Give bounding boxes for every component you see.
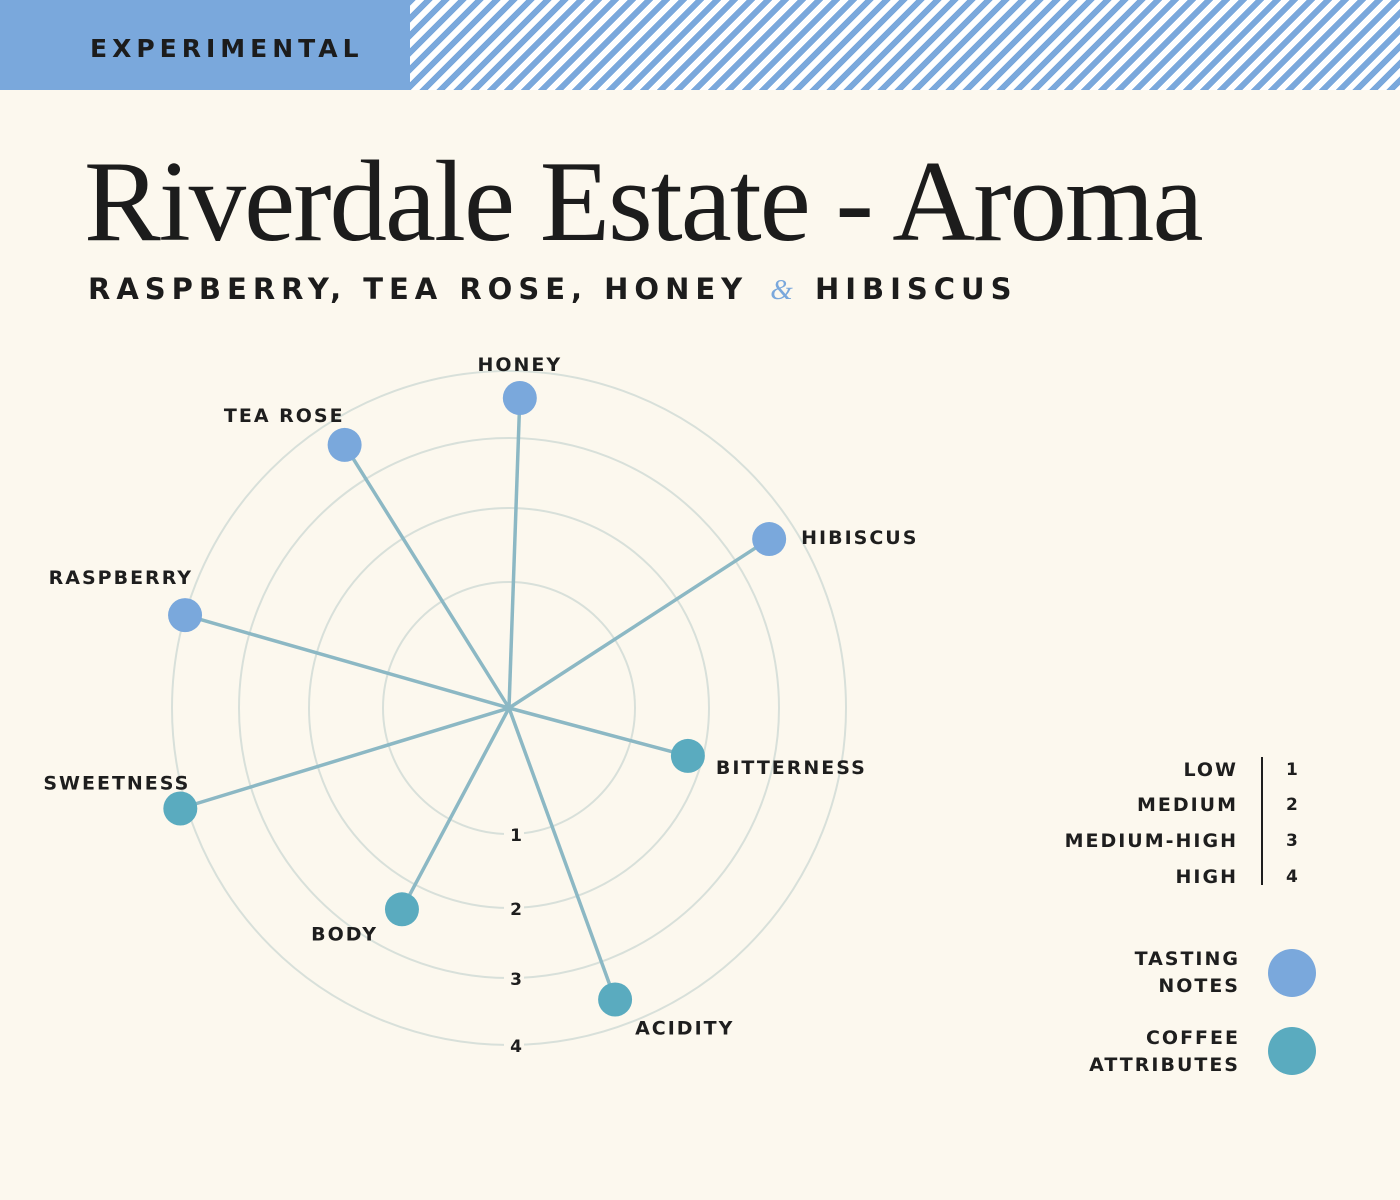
point-tea-rose (327, 427, 362, 462)
point-body (384, 892, 419, 927)
banner-label: EXPERIMENTAL (0, 0, 410, 90)
spoke-body (400, 707, 511, 911)
scale-label: MEDIUM-HIGH (1064, 830, 1238, 852)
scale-value: 3 (1286, 831, 1298, 851)
ring-label: 4 (510, 1037, 522, 1057)
axis-label-tea-rose: TEA ROSE (224, 405, 345, 427)
scale-label: HIGH (1175, 866, 1238, 888)
subtitle: RASPBERRY, TEA ROSE, HONEY & HIBISCUS (88, 272, 1018, 307)
point-bitterness (670, 738, 705, 773)
spoke-honey (507, 397, 522, 709)
ring-label-gap (504, 1037, 524, 1059)
subtitle-ampersand: & (770, 274, 793, 306)
legend-dot-icon (1268, 1027, 1316, 1075)
axis-label-body: BODY (311, 923, 378, 945)
legend-label: COFFEE ATTRIBUTES (1089, 1027, 1240, 1076)
point-honey (502, 380, 537, 415)
scale-value: 2 (1286, 795, 1298, 815)
ring-label: 3 (510, 970, 522, 990)
ring-label-gap (504, 970, 524, 992)
spoke-acidity (507, 707, 617, 1001)
scale-row-medium-high: MEDIUM-HIGH 3 (1000, 824, 1320, 858)
point-sweetness (163, 791, 198, 826)
axis-label-raspberry: RASPBERRY (49, 567, 193, 589)
subtitle-main: RASPBERRY, TEA ROSE, HONEY (88, 272, 749, 306)
ring-label-gap (504, 826, 524, 848)
page-title: Riverdale Estate - Aroma (84, 138, 1204, 265)
subtitle-end: HIBISCUS (814, 272, 1018, 306)
spoke-sweetness (179, 706, 510, 811)
scale-value: 1 (1286, 760, 1298, 780)
axis-label-hibiscus: HIBISCUS (801, 527, 918, 549)
point-acidity (598, 982, 633, 1017)
spoke-hibiscus (508, 537, 771, 710)
axis-label-sweetness: SWEETNESS (43, 772, 190, 794)
scale-value: 4 (1286, 867, 1298, 887)
ring-label: 1 (510, 826, 522, 846)
legend-dot-icon (1268, 949, 1316, 997)
scale-row-high: HIGH 4 (1000, 860, 1320, 894)
legend-label: TASTING NOTES (1134, 948, 1240, 997)
spoke-raspberry (184, 613, 510, 710)
spoke-tea-rose (343, 444, 511, 709)
point-raspberry (168, 598, 203, 633)
scale-label: LOW (1183, 759, 1238, 781)
banner: EXPERIMENTAL (0, 0, 1400, 90)
scale-label: MEDIUM (1136, 794, 1238, 816)
axis-label-bitterness: BITTERNESS (716, 757, 867, 779)
legend-tasting-notes: TASTING NOTES (1040, 946, 1320, 1006)
scale-divider (1261, 757, 1263, 885)
ring-label: 2 (510, 900, 522, 920)
scale-row-low: LOW 1 (1000, 753, 1320, 787)
axis-label-acidity: ACIDITY (635, 1017, 734, 1039)
ring-label-gap (504, 900, 524, 922)
scale-row-medium: MEDIUM 2 (1000, 788, 1320, 822)
spoke-bitterness (508, 706, 689, 758)
point-hibiscus (752, 522, 787, 557)
axis-label-honey: HONEY (477, 354, 562, 376)
legend-coffee-attributes: COFFEE ATTRIBUTES (1040, 1025, 1320, 1085)
